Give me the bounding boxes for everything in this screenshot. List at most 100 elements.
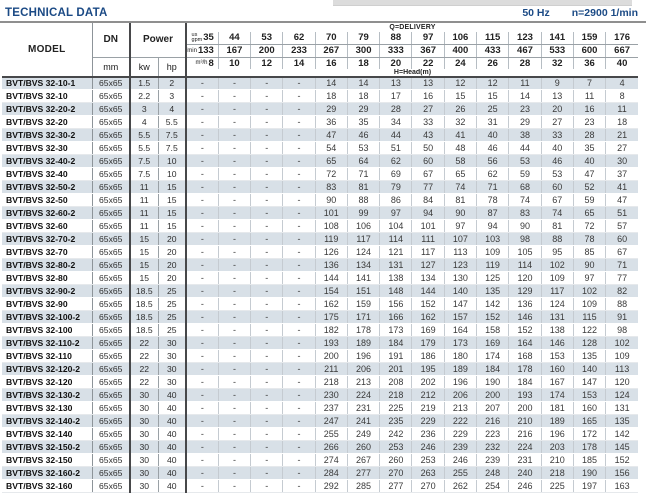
dn-cell: 65x65 — [92, 375, 131, 389]
head-cell: 210 — [508, 414, 542, 428]
head-cell: 90 — [508, 219, 542, 233]
head-cell: 153 — [572, 388, 606, 402]
hp-cell: 20 — [158, 245, 188, 259]
head-cell: 14 — [346, 76, 380, 90]
head-cell: - — [185, 284, 219, 298]
kw-cell: 7.5 — [130, 167, 159, 181]
dn-cell: 65x65 — [92, 102, 131, 116]
head-cell: 62 — [379, 154, 412, 168]
head-cell: 153 — [540, 349, 574, 363]
head-cell: 216 — [476, 414, 509, 428]
unit-m3h-cell: m³/h 8 — [185, 57, 219, 69]
head-cell: - — [250, 479, 283, 493]
head-cell: 7 — [572, 76, 606, 90]
table-row: BVT/BVS 32-120 65x65 22 30 - - - - 218 2… — [2, 375, 638, 389]
table-row: BVT/BVS 32-80-2 65x65 15 20 - - - - 136 … — [2, 258, 638, 272]
head-cell: 102 — [540, 258, 574, 272]
m3h-value: 16 — [314, 57, 348, 69]
head-cell: 121 — [379, 245, 412, 259]
head-cell: 152 — [605, 453, 638, 467]
hp-cell: 25 — [158, 323, 188, 337]
head-cell: - — [250, 154, 283, 168]
head-cell: 71 — [605, 258, 638, 272]
kw-cell: 22 — [130, 336, 159, 350]
hp-cell: 40 — [158, 466, 188, 480]
table-row: BVT/BVS 32-80 65x65 15 20 - - - - 144 14… — [2, 271, 638, 285]
head-cell: 156 — [605, 466, 638, 480]
head-cell: 67 — [411, 167, 445, 181]
head-cell: - — [217, 115, 251, 129]
head-cell: 47 — [314, 128, 348, 142]
head-cell: 229 — [411, 414, 445, 428]
head-cell: 223 — [476, 427, 509, 441]
model-cell: BVT/BVS 32-110 — [2, 349, 93, 363]
table-row: BVT/BVS 32-30-2 65x65 5.5 7.5 - - - - 47… — [2, 128, 638, 142]
head-cell: 114 — [508, 258, 542, 272]
m3h-value: 26 — [476, 57, 509, 69]
model-cell: BVT/BVS 32-50-2 — [2, 180, 93, 194]
head-cell: 178 — [346, 323, 380, 337]
model-cell: BVT/BVS 32-40-2 — [2, 154, 93, 168]
hp-cell: 7.5 — [158, 141, 188, 155]
head-cell: 163 — [605, 479, 638, 493]
head-cell: - — [250, 388, 283, 402]
head-cell: 200 — [314, 349, 348, 363]
head-cell: - — [217, 271, 251, 285]
head-cell: 60 — [411, 154, 445, 168]
model-cell: BVT/BVS 32-80-2 — [2, 258, 93, 272]
head-cell: 83 — [508, 206, 542, 220]
head-cell: 123 — [443, 258, 477, 272]
head-cell: 107 — [443, 232, 477, 246]
head-cell: 156 — [379, 297, 412, 311]
head-cell: - — [250, 128, 283, 142]
head-cell: 72 — [572, 219, 606, 233]
head-cell: 208 — [379, 375, 412, 389]
head-cell: 64 — [346, 154, 380, 168]
kw-cell: 11 — [130, 180, 159, 194]
head-cell: - — [282, 128, 316, 142]
dn-cell: 65x65 — [92, 310, 131, 324]
head-cell: 168 — [508, 349, 542, 363]
head-cell: 90 — [572, 258, 606, 272]
head-cell: 40 — [476, 128, 509, 142]
head-cell: 29 — [508, 115, 542, 129]
head-cell: 246 — [443, 453, 477, 467]
table-row: BVT/BVS 32-70-2 65x65 15 20 - - - - 119 … — [2, 232, 638, 246]
head-cell: - — [250, 297, 283, 311]
head-cell: 144 — [411, 284, 445, 298]
head-cell: 117 — [411, 245, 445, 259]
head-cell: 193 — [508, 388, 542, 402]
head-cell: 119 — [476, 258, 509, 272]
head-cell: 46 — [540, 154, 574, 168]
head-cell: 83 — [314, 180, 348, 194]
head-cell: 169 — [476, 336, 509, 350]
head-cell: 81 — [443, 193, 477, 207]
head-cell: 23 — [508, 102, 542, 116]
head-cell: 111 — [411, 232, 445, 246]
hp-cell: 2 — [158, 76, 188, 90]
head-cell: - — [217, 453, 251, 467]
head-cell: - — [185, 427, 219, 441]
m3h-value: 36 — [572, 57, 606, 69]
kw-cell: 30 — [130, 479, 159, 493]
head-cell: 225 — [379, 401, 412, 415]
dn-cell: 65x65 — [92, 440, 131, 454]
m3h-value: 18 — [346, 57, 380, 69]
head-cell: 120 — [508, 271, 542, 285]
head-cell: 206 — [443, 388, 477, 402]
head-cell: 162 — [314, 297, 348, 311]
head-cell: 105 — [508, 245, 542, 259]
head-cell: 125 — [476, 271, 509, 285]
head-cell: 109 — [540, 271, 574, 285]
head-cell: 99 — [346, 206, 380, 220]
model-cell: BVT/BVS 32-160-2 — [2, 466, 93, 480]
table-row: BVT/BVS 32-110-2 65x65 22 30 - - - - 193… — [2, 336, 638, 350]
head-cell: 50 — [411, 141, 445, 155]
hp-cell: 15 — [158, 206, 188, 220]
head-cell: 81 — [346, 180, 380, 194]
head-cell: 267 — [346, 453, 380, 467]
head-cell: 200 — [476, 388, 509, 402]
head-cell: - — [217, 414, 251, 428]
head-cell: 159 — [346, 297, 380, 311]
head-cell: 87 — [476, 206, 509, 220]
